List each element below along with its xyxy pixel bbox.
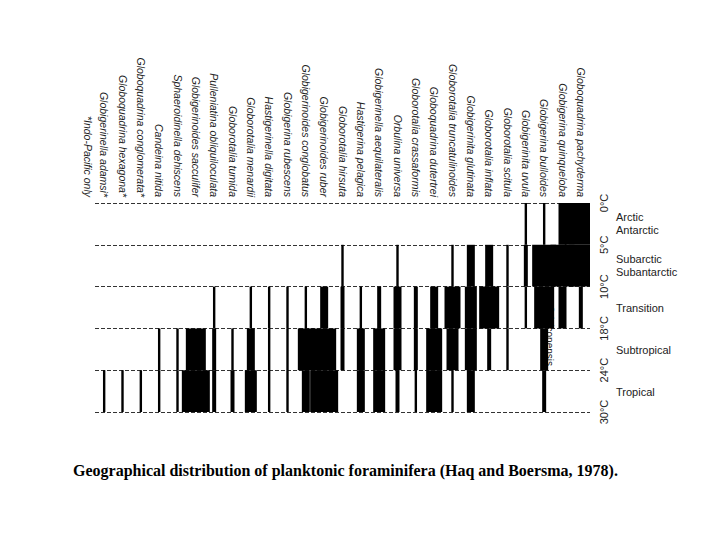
svg-text:Hastigerinella digitata: Hastigerinella digitata <box>263 97 275 198</box>
svg-text:Globorotalia menardii: Globorotalia menardii <box>245 97 257 197</box>
svg-text:Antarctic: Antarctic <box>616 224 659 236</box>
svg-text:Tropical: Tropical <box>616 386 655 398</box>
svg-text:Sphaeroidinella dehiscens: Sphaeroidinella dehiscens <box>172 74 184 197</box>
svg-text:Pulleniatina obliquiloculata: Pulleniatina obliquiloculata <box>208 73 220 197</box>
svg-text:*Indo-Pacific only: *Indo-Pacific only <box>82 116 94 198</box>
svg-text:Subtropical: Subtropical <box>616 344 671 356</box>
svg-text:Globorotalia crassaformis: Globorotalia crassaformis <box>410 78 422 198</box>
svg-text:Globoquadrina dutertrei: Globoquadrina dutertrei <box>428 87 440 198</box>
svg-text:Globigerinella adamsi*: Globigerinella adamsi* <box>98 92 110 198</box>
svg-text:Globoquadrina conglomerata*: Globoquadrina conglomerata* <box>135 57 147 197</box>
svg-text:Globorotalia hirsuta: Globorotalia hirsuta <box>337 106 349 197</box>
svg-text:10°C: 10°C <box>598 274 610 299</box>
svg-text:Globorotalia inflata: Globorotalia inflata <box>483 109 495 197</box>
svg-text:Hastigerina pelagica: Hastigerina pelagica <box>355 102 367 197</box>
svg-text:5°C: 5°C <box>598 236 610 255</box>
svg-text:Subarctic: Subarctic <box>616 253 662 265</box>
svg-text:Globoquadrina pachyderma: Globoquadrina pachyderma <box>575 67 587 197</box>
svg-text:Globoquadrina hexagona*: Globoquadrina hexagona* <box>117 75 129 198</box>
svg-text:Globorotalia truncatulinoides: Globorotalia truncatulinoides <box>447 64 459 198</box>
svg-text:Globorotalia tumida: Globorotalia tumida <box>227 106 239 197</box>
svg-text:30°C: 30°C <box>598 400 610 425</box>
svg-text:Globigerinita uvula: Globigerinita uvula <box>520 110 532 197</box>
svg-text:Globigerina quinqueloba: Globigerina quinqueloba <box>557 83 569 197</box>
svg-text:0°C: 0°C <box>598 194 610 213</box>
svg-text:Geographical distribution of p: Geographical distribution of planktonic … <box>73 462 618 480</box>
svg-text:Transition: Transition <box>616 302 664 314</box>
svg-text:Globorotalia scitula: Globorotalia scitula <box>502 108 514 197</box>
svg-text:Globigerina bulloides: Globigerina bulloides <box>538 99 550 198</box>
svg-text:18°C: 18°C <box>598 316 610 341</box>
svg-text:Globigerinella aequilateralis: Globigerinella aequilateralis <box>373 68 385 198</box>
svg-text:Candeina nitida: Candeina nitida <box>153 124 165 197</box>
svg-text:24°C: 24°C <box>598 358 610 383</box>
svg-text:Orbulina universa: Orbulina universa <box>392 115 404 197</box>
svg-text:Arctic: Arctic <box>616 211 644 223</box>
svg-text:Globigerina rubescens: Globigerina rubescens <box>282 92 294 198</box>
svg-text:Subantarctic: Subantarctic <box>616 266 678 278</box>
svg-text:Globigerinoides sacculifer: Globigerinoides sacculifer <box>190 77 202 198</box>
svg-text:Globigerinita glutinata: Globigerinita glutinata <box>465 95 477 197</box>
svg-text:Globigerinoides conglobatus: Globigerinoides conglobatus <box>300 64 312 197</box>
svg-text:Globigerinoides ruber: Globigerinoides ruber <box>318 97 330 198</box>
